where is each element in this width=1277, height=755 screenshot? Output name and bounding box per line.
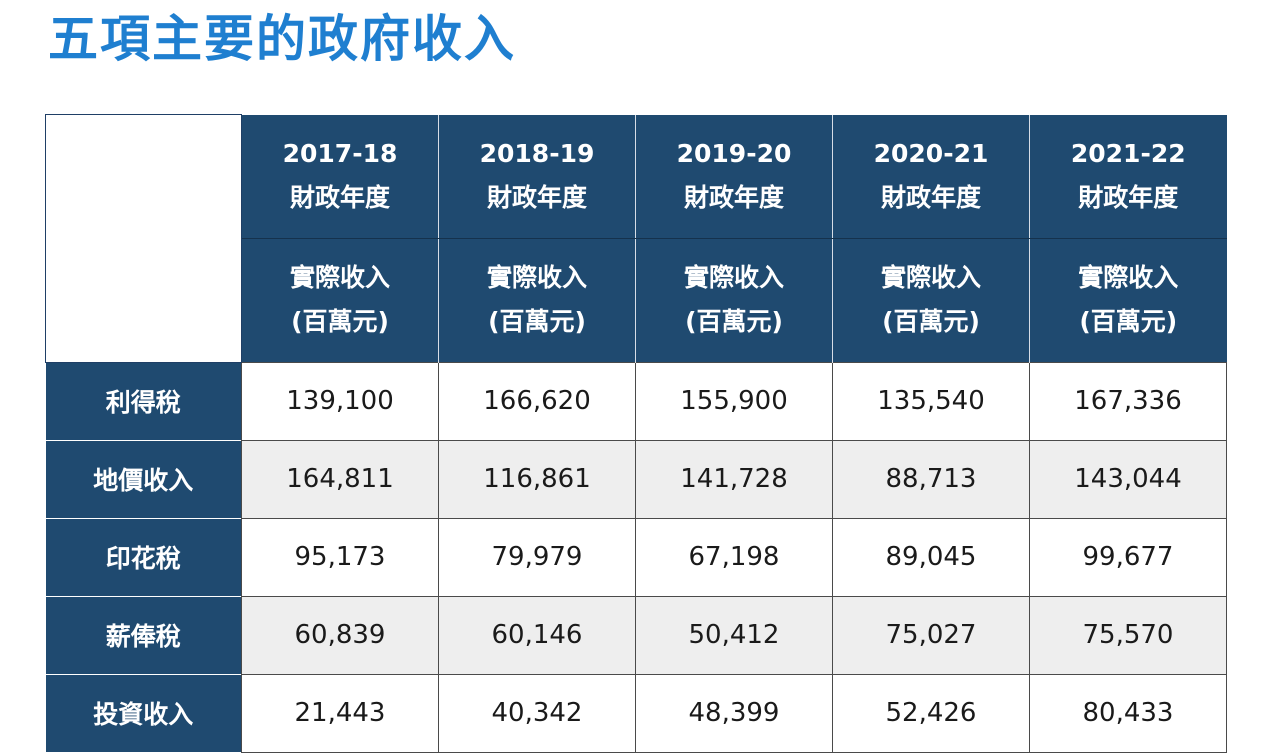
fiscal-year-label: 財政年度 — [880, 183, 981, 212]
fiscal-year-label: 財政年度 — [486, 183, 587, 212]
table-cell: 80,433 — [1029, 673, 1227, 753]
header-row-year: 2017-18 財政年度 2018-19 財政年度 2019-20 財政年度 2… — [45, 114, 1227, 363]
unit-header: 實際收入 (百萬元) — [438, 238, 636, 362]
table-cell: 40,342 — [438, 673, 636, 753]
year-header: 2021-22 財政年度 — [1029, 114, 1227, 239]
unit-header: 實際收入 (百萬元) — [241, 238, 439, 362]
table-cell: 50,412 — [635, 595, 833, 674]
table-cell: 164,811 — [241, 439, 439, 518]
year-label: 2018-19 — [479, 139, 595, 168]
row-label: 薪俸稅 — [45, 595, 242, 674]
table-row: 印花稅 95,173 79,979 67,198 89,045 99,677 — [45, 517, 1227, 596]
unit-label: 實際收入 — [683, 263, 784, 292]
header-row-unit: 實際收入 (百萬元) 實際收入 (百萬元) 實際收入 (百萬元) 實際收入 (百… — [46, 238, 1227, 362]
year-header: 2019-20 財政年度 — [635, 114, 833, 239]
table-cell: 67,198 — [635, 517, 833, 596]
unit-suffix: (百萬元) — [882, 307, 980, 336]
row-label: 利得稅 — [45, 361, 242, 440]
table-row: 利得稅 139,100 166,620 155,900 135,540 167,… — [45, 361, 1227, 440]
table-row: 投資收入 21,443 40,342 48,399 52,426 80,433 — [45, 673, 1227, 753]
table-cell: 99,677 — [1029, 517, 1227, 596]
table-cell: 79,979 — [438, 517, 636, 596]
unit-header: 實際收入 (百萬元) — [832, 238, 1030, 362]
table-cell: 89,045 — [832, 517, 1030, 596]
table-cell: 88,713 — [832, 439, 1030, 518]
row-label: 地價收入 — [45, 439, 242, 518]
unit-header: 實際收入 (百萬元) — [1029, 238, 1227, 362]
year-label: 2017-18 — [282, 139, 398, 168]
year-header: 2020-21 財政年度 — [832, 114, 1030, 239]
table-cell: 155,900 — [635, 361, 833, 440]
unit-label: 實際收入 — [880, 263, 981, 292]
table-cell: 166,620 — [438, 361, 636, 440]
table-cell: 143,044 — [1029, 439, 1227, 518]
unit-header: 實際收入 (百萬元) — [635, 238, 833, 362]
unit-suffix: (百萬元) — [1079, 307, 1178, 336]
unit-label: 實際收入 — [486, 263, 587, 292]
table-cell: 116,861 — [438, 439, 636, 518]
fiscal-year-label: 財政年度 — [1078, 183, 1179, 212]
year-header: 2018-19 財政年度 — [438, 114, 636, 239]
year-label: 2020-21 — [873, 139, 989, 168]
table-cell: 135,540 — [832, 361, 1030, 440]
revenue-table: 2017-18 財政年度 2018-19 財政年度 2019-20 財政年度 2… — [45, 114, 1227, 753]
table-cell: 75,570 — [1029, 595, 1227, 674]
page-title: 五項主要的政府收入 — [48, 10, 516, 68]
unit-label: 實際收入 — [1078, 263, 1179, 292]
fiscal-year-label: 財政年度 — [289, 183, 390, 212]
table-cell: 60,839 — [241, 595, 439, 674]
unit-label: 實際收入 — [289, 263, 390, 292]
unit-suffix: (百萬元) — [488, 307, 586, 336]
corner-cell — [45, 114, 242, 363]
table-cell: 167,336 — [1029, 361, 1227, 440]
table-cell: 52,426 — [832, 673, 1030, 753]
table-cell: 60,146 — [438, 595, 636, 674]
year-header: 2017-18 財政年度 — [241, 114, 439, 239]
row-label: 印花稅 — [45, 517, 242, 596]
table-cell: 48,399 — [635, 673, 833, 753]
unit-suffix: (百萬元) — [685, 307, 783, 336]
table-cell: 141,728 — [635, 439, 833, 518]
fiscal-year-label: 財政年度 — [683, 183, 784, 212]
table-cell: 75,027 — [832, 595, 1030, 674]
table-cell: 21,443 — [241, 673, 439, 753]
year-label: 2019-20 — [676, 139, 792, 168]
table-cell: 139,100 — [241, 361, 439, 440]
row-label: 投資收入 — [45, 673, 242, 752]
table-cell: 95,173 — [241, 517, 439, 596]
table-row: 薪俸稅 60,839 60,146 50,412 75,027 75,570 — [45, 595, 1227, 674]
unit-suffix: (百萬元) — [291, 307, 389, 336]
year-label: 2021-22 — [1070, 139, 1186, 168]
table-row: 地價收入 164,811 116,861 141,728 88,713 143,… — [45, 439, 1227, 518]
